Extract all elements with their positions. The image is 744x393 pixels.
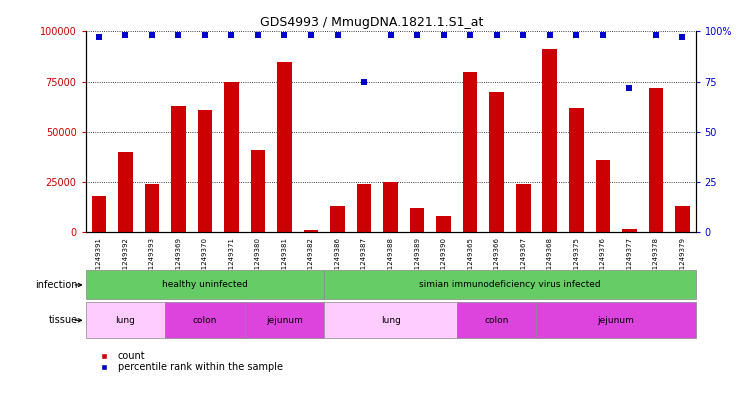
Point <box>146 32 158 39</box>
Point <box>464 32 476 39</box>
Text: colon: colon <box>193 316 217 325</box>
Bar <box>463 72 478 232</box>
Bar <box>278 61 292 232</box>
Bar <box>118 152 132 232</box>
Text: tissue: tissue <box>48 315 77 325</box>
Bar <box>490 92 504 232</box>
Bar <box>198 110 212 232</box>
Point <box>597 32 609 39</box>
Point <box>650 32 662 39</box>
Point <box>305 32 317 39</box>
Text: simian immunodeficiency virus infected: simian immunodeficiency virus infected <box>419 281 600 289</box>
Legend: count, percentile rank within the sample: count, percentile rank within the sample <box>91 347 286 376</box>
Bar <box>144 184 159 232</box>
Text: jejunum: jejunum <box>597 316 635 325</box>
Bar <box>357 184 371 232</box>
Bar <box>383 182 398 232</box>
Bar <box>324 302 457 338</box>
Text: colon: colon <box>484 316 509 325</box>
Point <box>385 32 397 39</box>
Bar <box>330 206 345 232</box>
Text: lung: lung <box>381 316 400 325</box>
Bar <box>251 150 266 232</box>
Bar <box>165 302 245 338</box>
Bar <box>86 270 324 299</box>
Point <box>623 84 635 91</box>
Point <box>491 32 503 39</box>
Bar <box>436 216 451 232</box>
Text: GDS4993 / MmugDNA.1821.1.S1_at: GDS4993 / MmugDNA.1821.1.S1_at <box>260 16 484 29</box>
Bar <box>324 270 696 299</box>
Point <box>225 32 237 39</box>
Point <box>437 32 449 39</box>
Point <box>571 32 583 39</box>
Point <box>411 32 423 39</box>
Bar <box>245 302 324 338</box>
Bar <box>536 302 696 338</box>
Bar <box>516 184 530 232</box>
Bar <box>649 88 663 232</box>
Point <box>93 34 105 40</box>
Point <box>278 32 290 39</box>
Point <box>676 34 688 40</box>
Bar <box>171 106 186 232</box>
Bar <box>304 230 318 232</box>
Bar <box>92 196 106 232</box>
Bar <box>569 108 583 232</box>
Bar <box>622 229 637 232</box>
Text: jejunum: jejunum <box>266 316 303 325</box>
Bar <box>410 208 424 232</box>
Text: healthy uninfected: healthy uninfected <box>162 281 248 289</box>
Point <box>119 32 131 39</box>
Point <box>173 32 185 39</box>
Text: infection: infection <box>35 280 77 290</box>
Point <box>332 32 344 39</box>
Bar <box>595 160 610 232</box>
Point <box>358 79 370 85</box>
Bar <box>457 302 536 338</box>
Bar <box>224 82 239 232</box>
Point <box>544 32 556 39</box>
Text: lung: lung <box>115 316 135 325</box>
Point <box>517 32 529 39</box>
Bar <box>542 50 557 232</box>
Bar <box>675 206 690 232</box>
Point <box>252 32 264 39</box>
Point <box>199 32 211 39</box>
Bar <box>86 302 165 338</box>
